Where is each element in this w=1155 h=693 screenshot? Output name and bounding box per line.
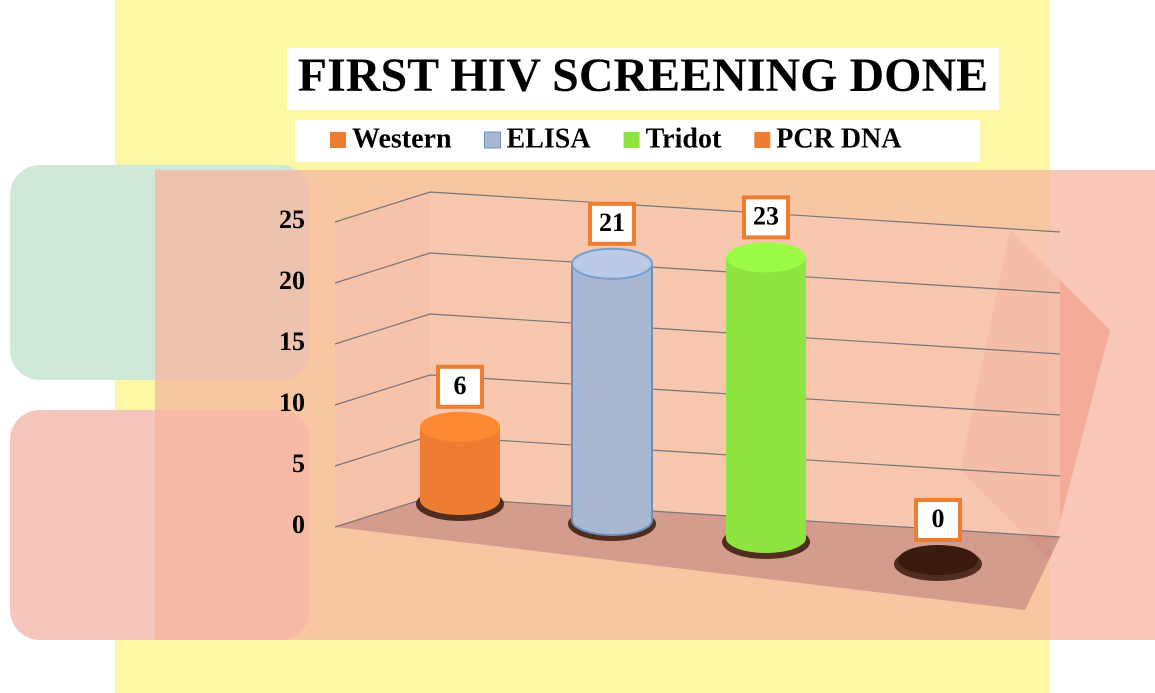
bar-top: [726, 242, 806, 273]
title-box: [287, 48, 999, 110]
grid-line: [334, 374, 1061, 416]
y-tick-label: 0: [292, 510, 305, 539]
y-tick-label: 20: [279, 266, 305, 295]
bar-top: [420, 411, 500, 442]
value-label-box: [436, 364, 484, 409]
y-tick-label: 10: [279, 388, 305, 417]
legend-swatch: [754, 132, 771, 148]
bar: [420, 426, 500, 515]
legend-label: ELISA: [507, 123, 592, 154]
value-label: 0: [932, 504, 945, 533]
y-tick-label: 15: [279, 327, 305, 356]
value-label: 6: [454, 371, 467, 400]
bar-top: [898, 545, 978, 575]
bar: [726, 257, 806, 553]
legend-label: Tridot: [646, 123, 722, 154]
bar-top: [571, 247, 653, 280]
value-label-box: [588, 201, 636, 246]
legend-swatch: [623, 132, 640, 148]
value-label: 21: [599, 208, 625, 237]
value-label: 23: [753, 201, 779, 230]
legend-swatch: [484, 131, 502, 149]
grid-line: [334, 313, 1061, 355]
value-label-box: [914, 498, 962, 542]
grid-line: [334, 191, 1061, 233]
side-wall: [335, 192, 430, 527]
y-tick-label: 25: [279, 205, 305, 234]
bar: [571, 262, 653, 536]
y-tick-label: 5: [292, 449, 305, 478]
chart-title: FIRST HIV SCREENING DONE: [298, 49, 988, 102]
legend-label: PCR DNA: [776, 123, 902, 154]
floor: [335, 497, 1060, 610]
value-label-box: [742, 195, 790, 240]
grid-line: [334, 252, 1061, 294]
legend-label: Western: [352, 123, 452, 154]
legend-swatch: [330, 132, 346, 148]
